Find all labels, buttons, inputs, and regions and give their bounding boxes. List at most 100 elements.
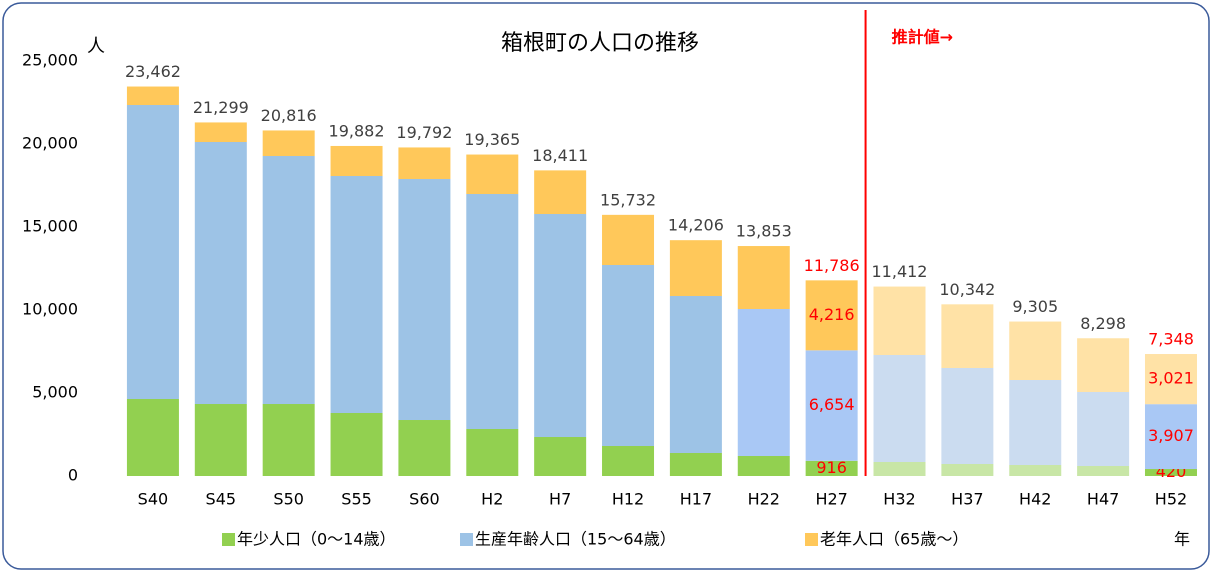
- y-tick-label: 0: [68, 466, 78, 485]
- bar-segment: [1077, 338, 1130, 393]
- x-tick-label: H52: [1155, 490, 1187, 509]
- bar-segment: [737, 246, 790, 310]
- x-tick-label: S60: [409, 490, 440, 509]
- total-label: 21,299: [193, 98, 249, 117]
- x-unit-label: 年: [1174, 530, 1190, 549]
- bar-segment: [398, 179, 451, 421]
- y-tick-label: 20,000: [22, 134, 78, 153]
- bar-segment: [194, 122, 247, 143]
- bar-segment: [873, 355, 926, 463]
- x-tick-label: H37: [951, 490, 983, 509]
- bar-segment: [398, 420, 451, 476]
- bar-segment: [941, 304, 994, 369]
- chart-title: 箱根町の人口の推移: [501, 31, 699, 56]
- bar-segment: [330, 145, 383, 177]
- bar-segment: [262, 404, 315, 476]
- bar-segment: [1144, 354, 1197, 405]
- bar-segment: [669, 240, 722, 297]
- total-label: 8,298: [1080, 314, 1126, 333]
- bar-segment: [126, 105, 179, 400]
- total-label: 9,305: [1012, 297, 1058, 316]
- bar-segment: [602, 214, 655, 265]
- bar-segment: [669, 452, 722, 476]
- x-tick-label: H42: [1019, 490, 1051, 509]
- bar-segment: [1144, 469, 1197, 476]
- bar-segment: [1009, 321, 1062, 381]
- y-unit-label: 人: [87, 36, 105, 57]
- total-label: 10,342: [939, 280, 995, 299]
- y-tick-label: 10,000: [22, 300, 78, 319]
- legend-swatch: [222, 533, 235, 546]
- y-tick-label: 25,000: [22, 51, 78, 70]
- x-tick-label: H27: [815, 490, 847, 509]
- bar-segment: [1077, 392, 1130, 467]
- legend-label: 老年人口（65歳～）: [820, 530, 968, 549]
- annotation: 推計値→: [892, 28, 953, 47]
- bar-segment: [1009, 464, 1062, 476]
- total-label: 11,412: [872, 262, 928, 281]
- total-label: 23,462: [125, 62, 181, 81]
- x-tick-label: S55: [341, 490, 372, 509]
- bar-segment: [873, 286, 926, 356]
- legend-label: 生産年齢人口（15～64歳）: [475, 530, 676, 549]
- total-label: 13,853: [736, 222, 792, 241]
- total-label: 15,732: [600, 190, 656, 209]
- bar-segment: [1144, 404, 1197, 470]
- total-label: 19,365: [464, 130, 520, 149]
- y-tick-label: 15,000: [22, 217, 78, 236]
- segment-label: 3,907: [1148, 426, 1194, 445]
- bar-segment: [602, 446, 655, 476]
- bar-segment: [534, 214, 587, 438]
- bar-segment: [466, 193, 519, 430]
- bar-segment: [194, 404, 247, 476]
- x-tick-label: S40: [138, 490, 169, 509]
- bar-segment: [534, 437, 587, 476]
- bar-segment: [466, 429, 519, 476]
- bar-segment: [941, 463, 994, 476]
- bar-segment: [805, 460, 858, 476]
- y-tick-label: 5,000: [32, 383, 78, 402]
- bar-segment: [398, 147, 451, 180]
- bar-segment: [194, 142, 247, 405]
- x-tick-label: H22: [748, 490, 780, 509]
- bar-segment: [534, 170, 587, 215]
- total-label: 11,786: [804, 256, 860, 275]
- bar-segment: [669, 296, 722, 453]
- x-tick-label: H12: [612, 490, 644, 509]
- legend-swatch: [460, 533, 473, 546]
- legend-label: 年少人口（0～14歳）: [237, 530, 396, 549]
- bar-segment: [330, 176, 383, 414]
- x-tick-label: S50: [273, 490, 304, 509]
- segment-label: 4,216: [809, 305, 855, 324]
- bar-segment: [873, 462, 926, 476]
- bar-segment: [805, 350, 858, 461]
- bar-segment: [262, 156, 315, 405]
- x-tick-label: S45: [206, 490, 237, 509]
- bar-segment: [805, 280, 858, 351]
- x-tick-label: H2: [481, 490, 503, 509]
- segment-label: 3,021: [1148, 369, 1194, 388]
- segment-label: 6,654: [809, 395, 855, 414]
- x-tick-label: H17: [680, 490, 712, 509]
- total-label: 19,792: [396, 123, 452, 142]
- x-tick-label: H7: [549, 490, 571, 509]
- total-label: 14,206: [668, 216, 724, 235]
- total-label: 18,411: [532, 146, 588, 165]
- bar-segment: [1009, 380, 1062, 465]
- x-tick-label: H47: [1087, 490, 1119, 509]
- bar-segment: [126, 399, 179, 476]
- bar-segment: [737, 455, 790, 476]
- total-label: 7,348: [1148, 330, 1194, 349]
- bar-segment: [602, 264, 655, 447]
- legend-swatch: [805, 533, 818, 546]
- segment-label: 916: [816, 458, 847, 477]
- bar-segment: [1077, 466, 1130, 476]
- bar-segment: [330, 413, 383, 476]
- bar-segment: [737, 309, 790, 456]
- total-label: 20,816: [261, 106, 317, 125]
- bar-segment: [126, 86, 179, 106]
- total-label: 19,882: [329, 121, 385, 140]
- bar-segment: [941, 368, 994, 464]
- bar-segment: [466, 154, 519, 194]
